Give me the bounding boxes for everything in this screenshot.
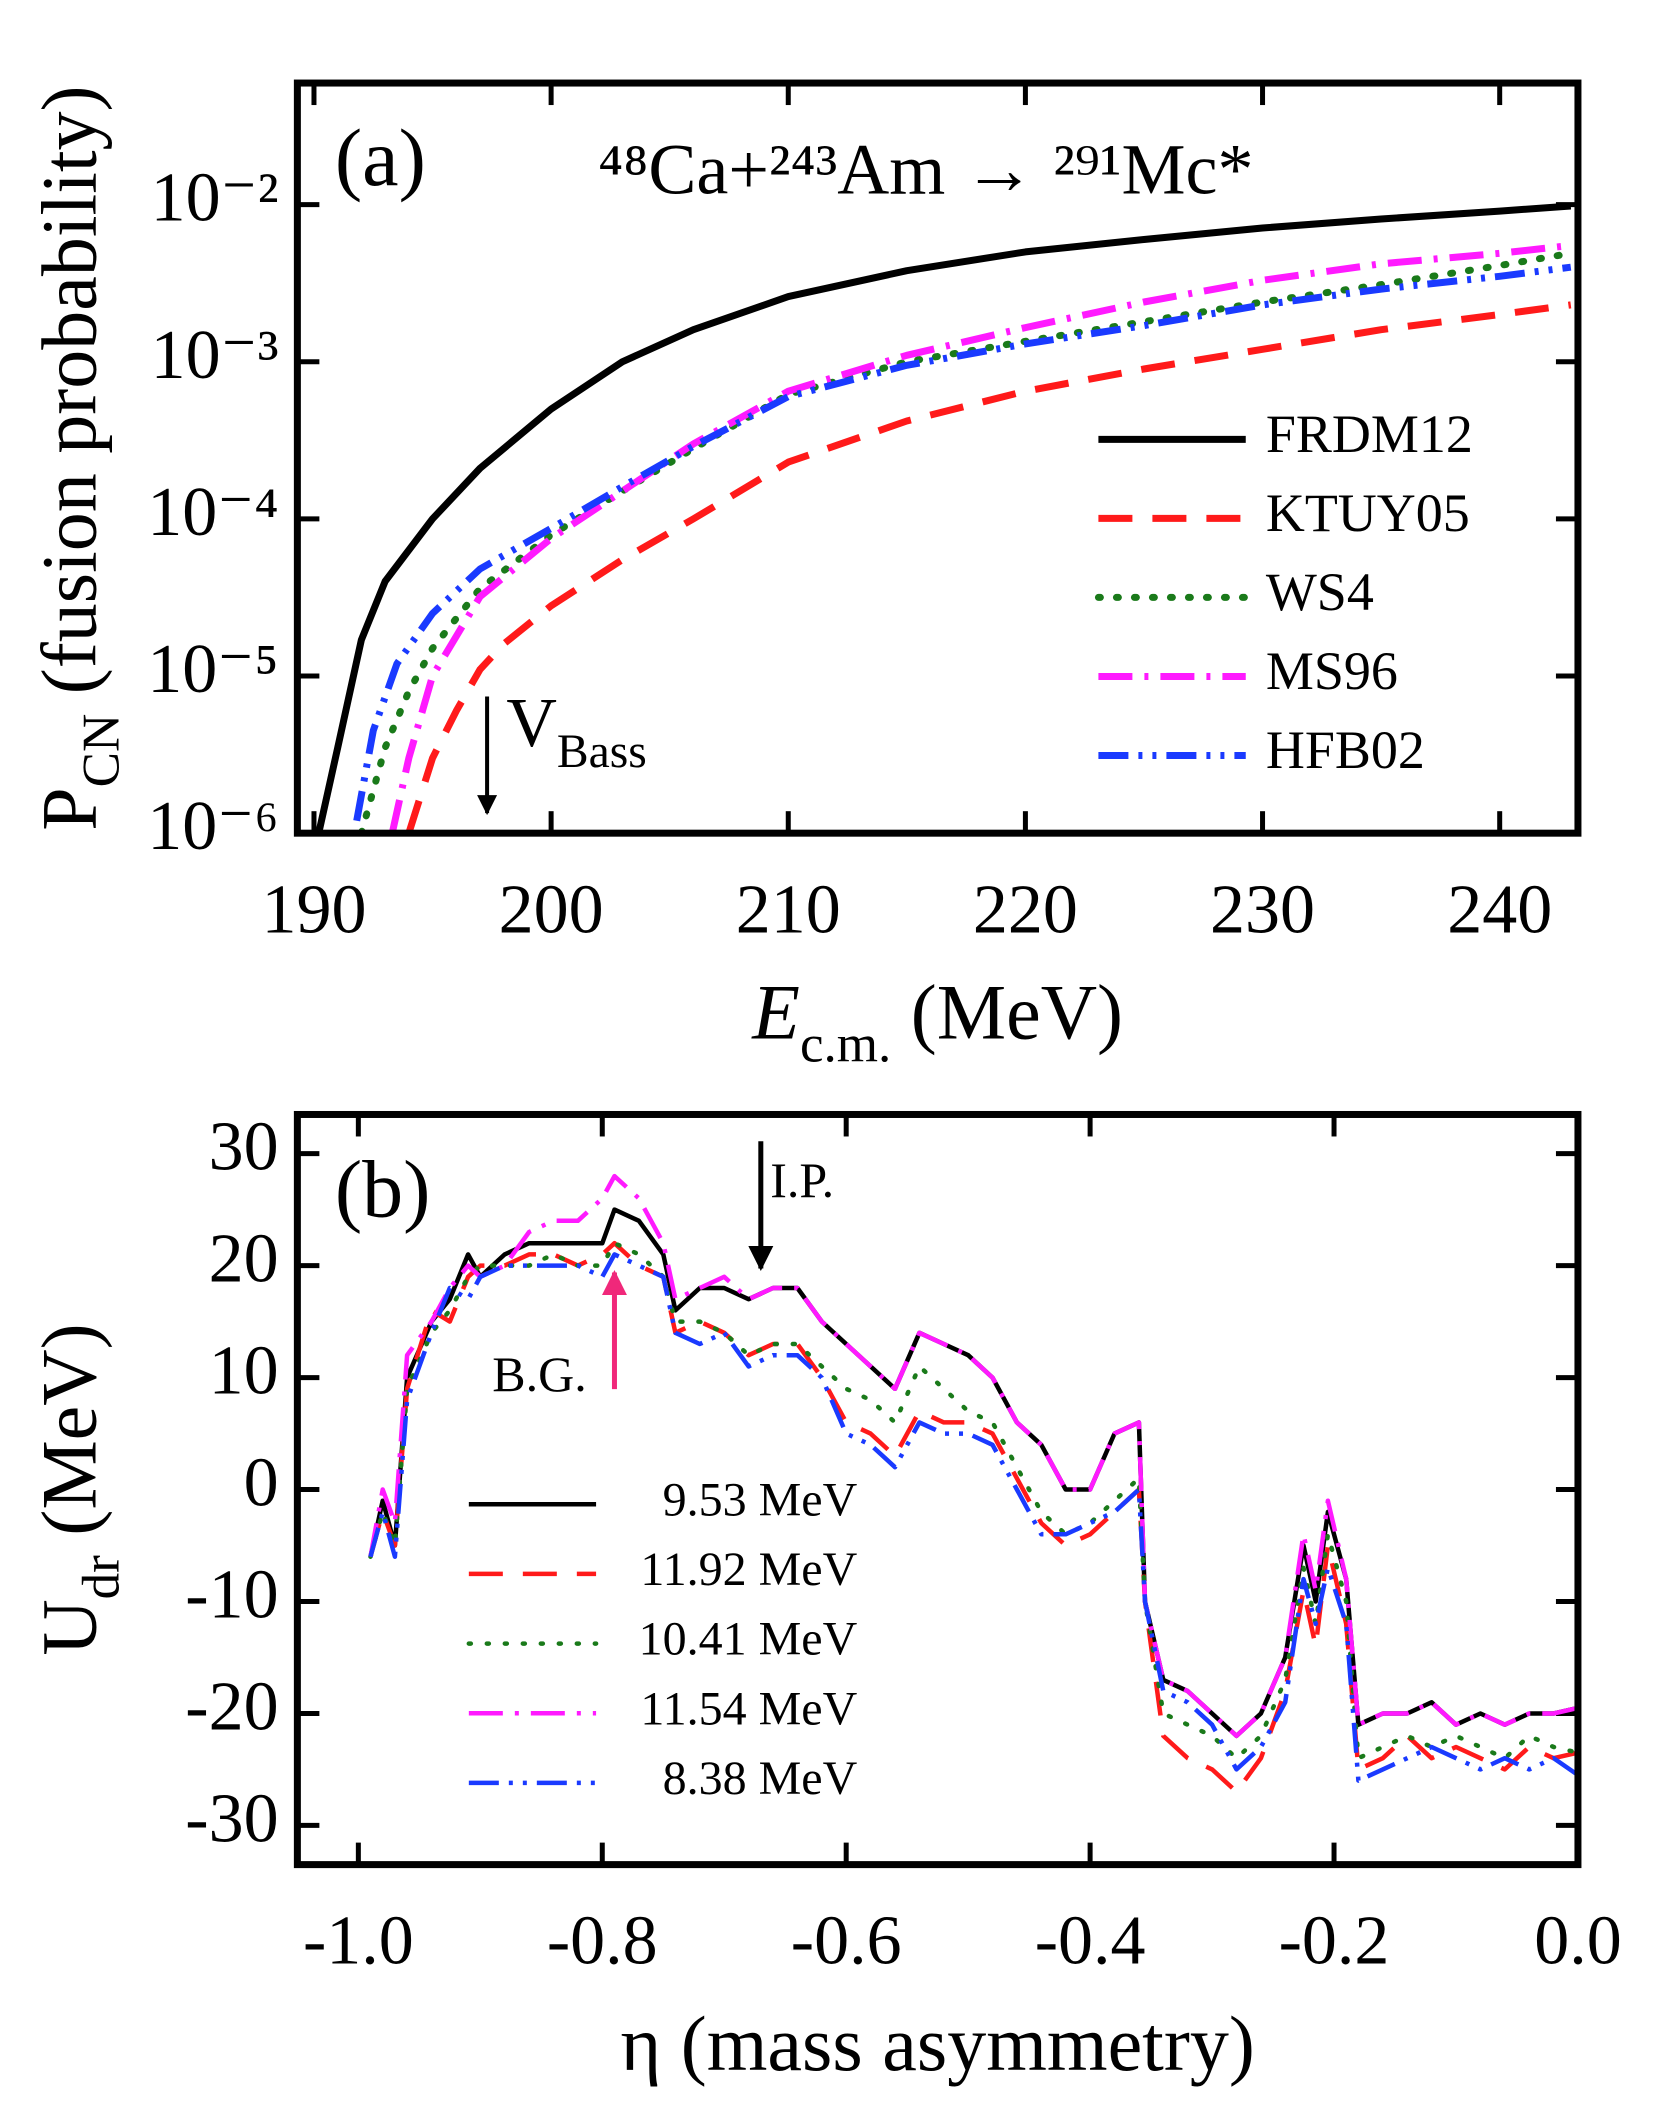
label-part: E — [751, 969, 800, 1056]
x-tick-label: 210 — [736, 871, 841, 948]
y-tick-label: -20 — [185, 1669, 278, 1746]
label-part: c.m. — [800, 1016, 891, 1074]
series-line — [405, 301, 1572, 834]
x-tick-label: -0.8 — [547, 1903, 658, 1980]
y-tick-label: 0 — [244, 1445, 279, 1522]
legend-label: MS96 — [1266, 641, 1398, 701]
series-line — [368, 1240, 1578, 1795]
x-tick-label: 190 — [261, 871, 366, 948]
y-tick-label: 10 — [209, 1333, 279, 1410]
y-tick-label: 10⁻³ — [151, 317, 279, 394]
y-tick-label: 10⁻⁶ — [147, 788, 278, 865]
legend-label: FRDM12 — [1266, 404, 1473, 464]
label-part: U — [26, 1599, 113, 1655]
x-tick-label: 240 — [1447, 871, 1552, 948]
legend-label: 11.92 MeV — [640, 1543, 857, 1596]
legend-label: WS4 — [1266, 562, 1374, 622]
y-tick-label: 10⁻⁵ — [147, 631, 278, 708]
x-axis-label: η (mass asymmetry) — [620, 2000, 1254, 2087]
annotation: VBass — [506, 685, 646, 778]
legend-label: KTUY05 — [1266, 483, 1470, 543]
x-tick-label: -1.0 — [303, 1903, 414, 1980]
x-tick-label: 0.0 — [1534, 1903, 1622, 1980]
y-tick-label: 10⁻⁴ — [147, 474, 278, 551]
legend-label: 8.38 MeV — [663, 1752, 858, 1805]
label-part: η (mass asymmetry) — [620, 2000, 1254, 2087]
panel-label: (b) — [335, 1143, 431, 1234]
legend-label: 9.53 MeV — [663, 1473, 858, 1526]
series-line — [368, 1240, 1578, 1761]
x-tick-label: 230 — [1210, 871, 1315, 948]
label-part: (MeV) — [891, 969, 1123, 1056]
y-tick-label: 10⁻² — [151, 160, 279, 237]
plot-frame — [293, 79, 1582, 837]
label-part: P — [26, 787, 113, 830]
x-axis-label: Ec.m. (MeV) — [751, 969, 1123, 1074]
legend-label: HFB02 — [1266, 720, 1425, 780]
label-part: dr — [73, 1555, 131, 1600]
annotation: I.P. — [770, 1152, 834, 1208]
y-tick-label: 30 — [209, 1109, 279, 1186]
label-part: CN — [73, 714, 131, 788]
x-tick-label: 220 — [973, 871, 1078, 948]
label-part: Bass — [557, 726, 647, 778]
series-line — [368, 1173, 1578, 1739]
series-line — [388, 241, 1572, 834]
y-tick-label: 20 — [209, 1221, 279, 1298]
annotation: B.G. — [492, 1346, 586, 1402]
chart-title: ⁴⁸Ca+²⁴³Am → ²⁹¹Mc* — [598, 129, 1253, 209]
plot-frame — [293, 1110, 1582, 1869]
legend-label: 11.54 MeV — [640, 1682, 857, 1735]
x-tick-label: -0.6 — [791, 1903, 902, 1980]
series-line — [353, 263, 1572, 822]
y-tick-label: -30 — [185, 1780, 278, 1857]
series-line — [368, 1252, 1578, 1783]
x-tick-label: 200 — [499, 871, 604, 948]
x-tick-label: -0.4 — [1035, 1903, 1146, 1980]
label-part: (MeV) — [26, 1323, 113, 1555]
label-part: (fusion probability) — [26, 85, 113, 713]
panel-label: (a) — [335, 112, 426, 203]
y-tick-label: -10 — [185, 1557, 278, 1634]
series-line — [315, 202, 1572, 834]
y-axis-label: PCN (fusion probability) — [26, 85, 131, 830]
y-axis-label: Udr (MeV) — [26, 1323, 131, 1655]
legend-label: 10.41 MeV — [639, 1613, 858, 1666]
label-part: V — [506, 685, 557, 762]
series-line — [368, 1207, 1578, 1739]
x-tick-label: -0.2 — [1279, 1903, 1390, 1980]
